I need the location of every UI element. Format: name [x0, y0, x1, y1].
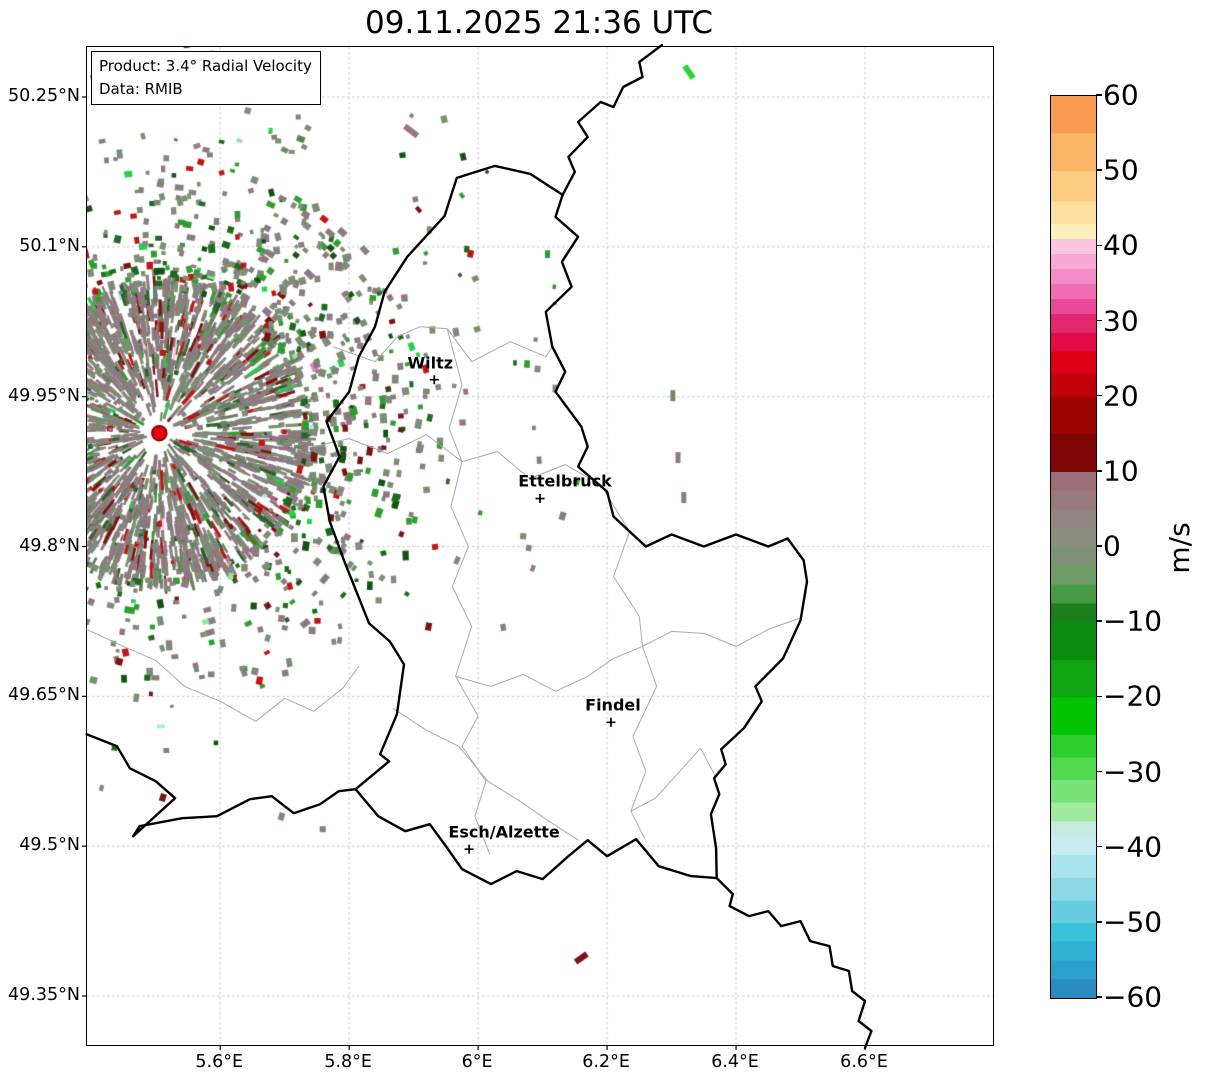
- colorbar-tick-mark: [1096, 94, 1102, 96]
- y-tick-label: 49.65°N: [8, 685, 80, 706]
- figure-title: 09.11.2025 21:36 UTC: [365, 5, 713, 41]
- colorbar-tick-label: 10: [1103, 454, 1139, 488]
- product-info-box: Product: 3.4° Radial Velocity Data: RMIB: [91, 51, 321, 105]
- city-marker: [429, 375, 439, 385]
- y-tick-label: 50.25°N: [8, 86, 80, 106]
- x-tick-label: 5.8°E: [324, 1052, 372, 1072]
- colorbar-tick-mark: [1096, 695, 1102, 698]
- city-label: Wiltz: [407, 353, 454, 373]
- colorbar-tick-label: 30: [1103, 304, 1139, 337]
- country-border: [322, 164, 809, 886]
- region-border: [630, 747, 716, 812]
- colorbar-tick-mark: [1096, 845, 1102, 848]
- y-tick-label: 49.8°N: [19, 535, 80, 556]
- city-label: Findel: [585, 695, 641, 715]
- colorbar-tick-mark: [1096, 921, 1102, 923]
- colorbar-tick-mark: [1096, 545, 1102, 547]
- city-label: Ettelbruck: [518, 471, 612, 491]
- map-borders-svg: [82, 43, 873, 1050]
- colorbar-tick-mark: [1096, 319, 1102, 322]
- country-border: [561, 43, 664, 197]
- x-tick-label: 6.6°E: [840, 1052, 888, 1072]
- y-tick-label: 49.35°N: [8, 985, 80, 1005]
- country-border: [715, 876, 873, 1050]
- x-tick-label: 6.4°E: [711, 1052, 759, 1072]
- x-tick-label: 6.2°E: [582, 1052, 630, 1072]
- region-border: [313, 434, 631, 532]
- x-tick-label: 5.6°E: [195, 1052, 244, 1072]
- colorbar-tick-label: −10: [1103, 604, 1163, 638]
- colorbar-tick-mark: [1096, 470, 1102, 472]
- x-tick-label: 6°E: [461, 1052, 493, 1072]
- colorbar-tick-label: −40: [1103, 830, 1163, 864]
- colorbar-tick-mark: [1096, 169, 1102, 171]
- region-border: [455, 645, 643, 692]
- colorbar-tick-label: −50: [1103, 905, 1163, 939]
- colorbar-unit-label: m/s: [1162, 522, 1196, 574]
- region-border: [392, 707, 579, 841]
- colorbar-tick-mark: [1096, 996, 1102, 998]
- region-border: [613, 531, 658, 839]
- colorbar-tick-label: 40: [1103, 228, 1139, 262]
- colorbar: [1050, 95, 1097, 999]
- colorbar-tick-mark: [1096, 620, 1102, 622]
- colorbar-tick-mark: [1096, 244, 1102, 247]
- colorbar-tick-mark: [1096, 394, 1102, 397]
- map-plot-area: Product: 3.4° Radial Velocity Data: RMIB…: [82, 43, 994, 1050]
- city-marker: [464, 844, 474, 854]
- colorbar-tick-label: −60: [1103, 980, 1163, 1014]
- colorbar-tick-label: 60: [1103, 78, 1139, 112]
- colorbar-tick-label: 0: [1103, 529, 1121, 563]
- product-line: Product: 3.4° Radial Velocity: [99, 57, 312, 75]
- y-tick-label: 49.95°N: [8, 385, 80, 406]
- region-border: [86, 628, 360, 722]
- city-marker: [606, 717, 616, 727]
- colorbar-tick-label: −20: [1103, 679, 1163, 713]
- y-tick-label: 49.5°N: [19, 835, 80, 856]
- y-tick-label: 50.1°N: [19, 235, 80, 256]
- city-marker: [535, 494, 545, 504]
- data-source-line: Data: RMIB: [99, 79, 183, 98]
- colorbar-tick-label: 20: [1103, 379, 1139, 413]
- colorbar-tick-mark: [1096, 770, 1102, 773]
- city-label: Esch/Alzette: [448, 822, 560, 842]
- colorbar-tick-label: 50: [1103, 153, 1139, 187]
- region-border: [642, 617, 800, 647]
- region-border: [446, 328, 491, 855]
- country-border: [85, 733, 357, 838]
- colorbar-tick-label: −30: [1103, 755, 1163, 788]
